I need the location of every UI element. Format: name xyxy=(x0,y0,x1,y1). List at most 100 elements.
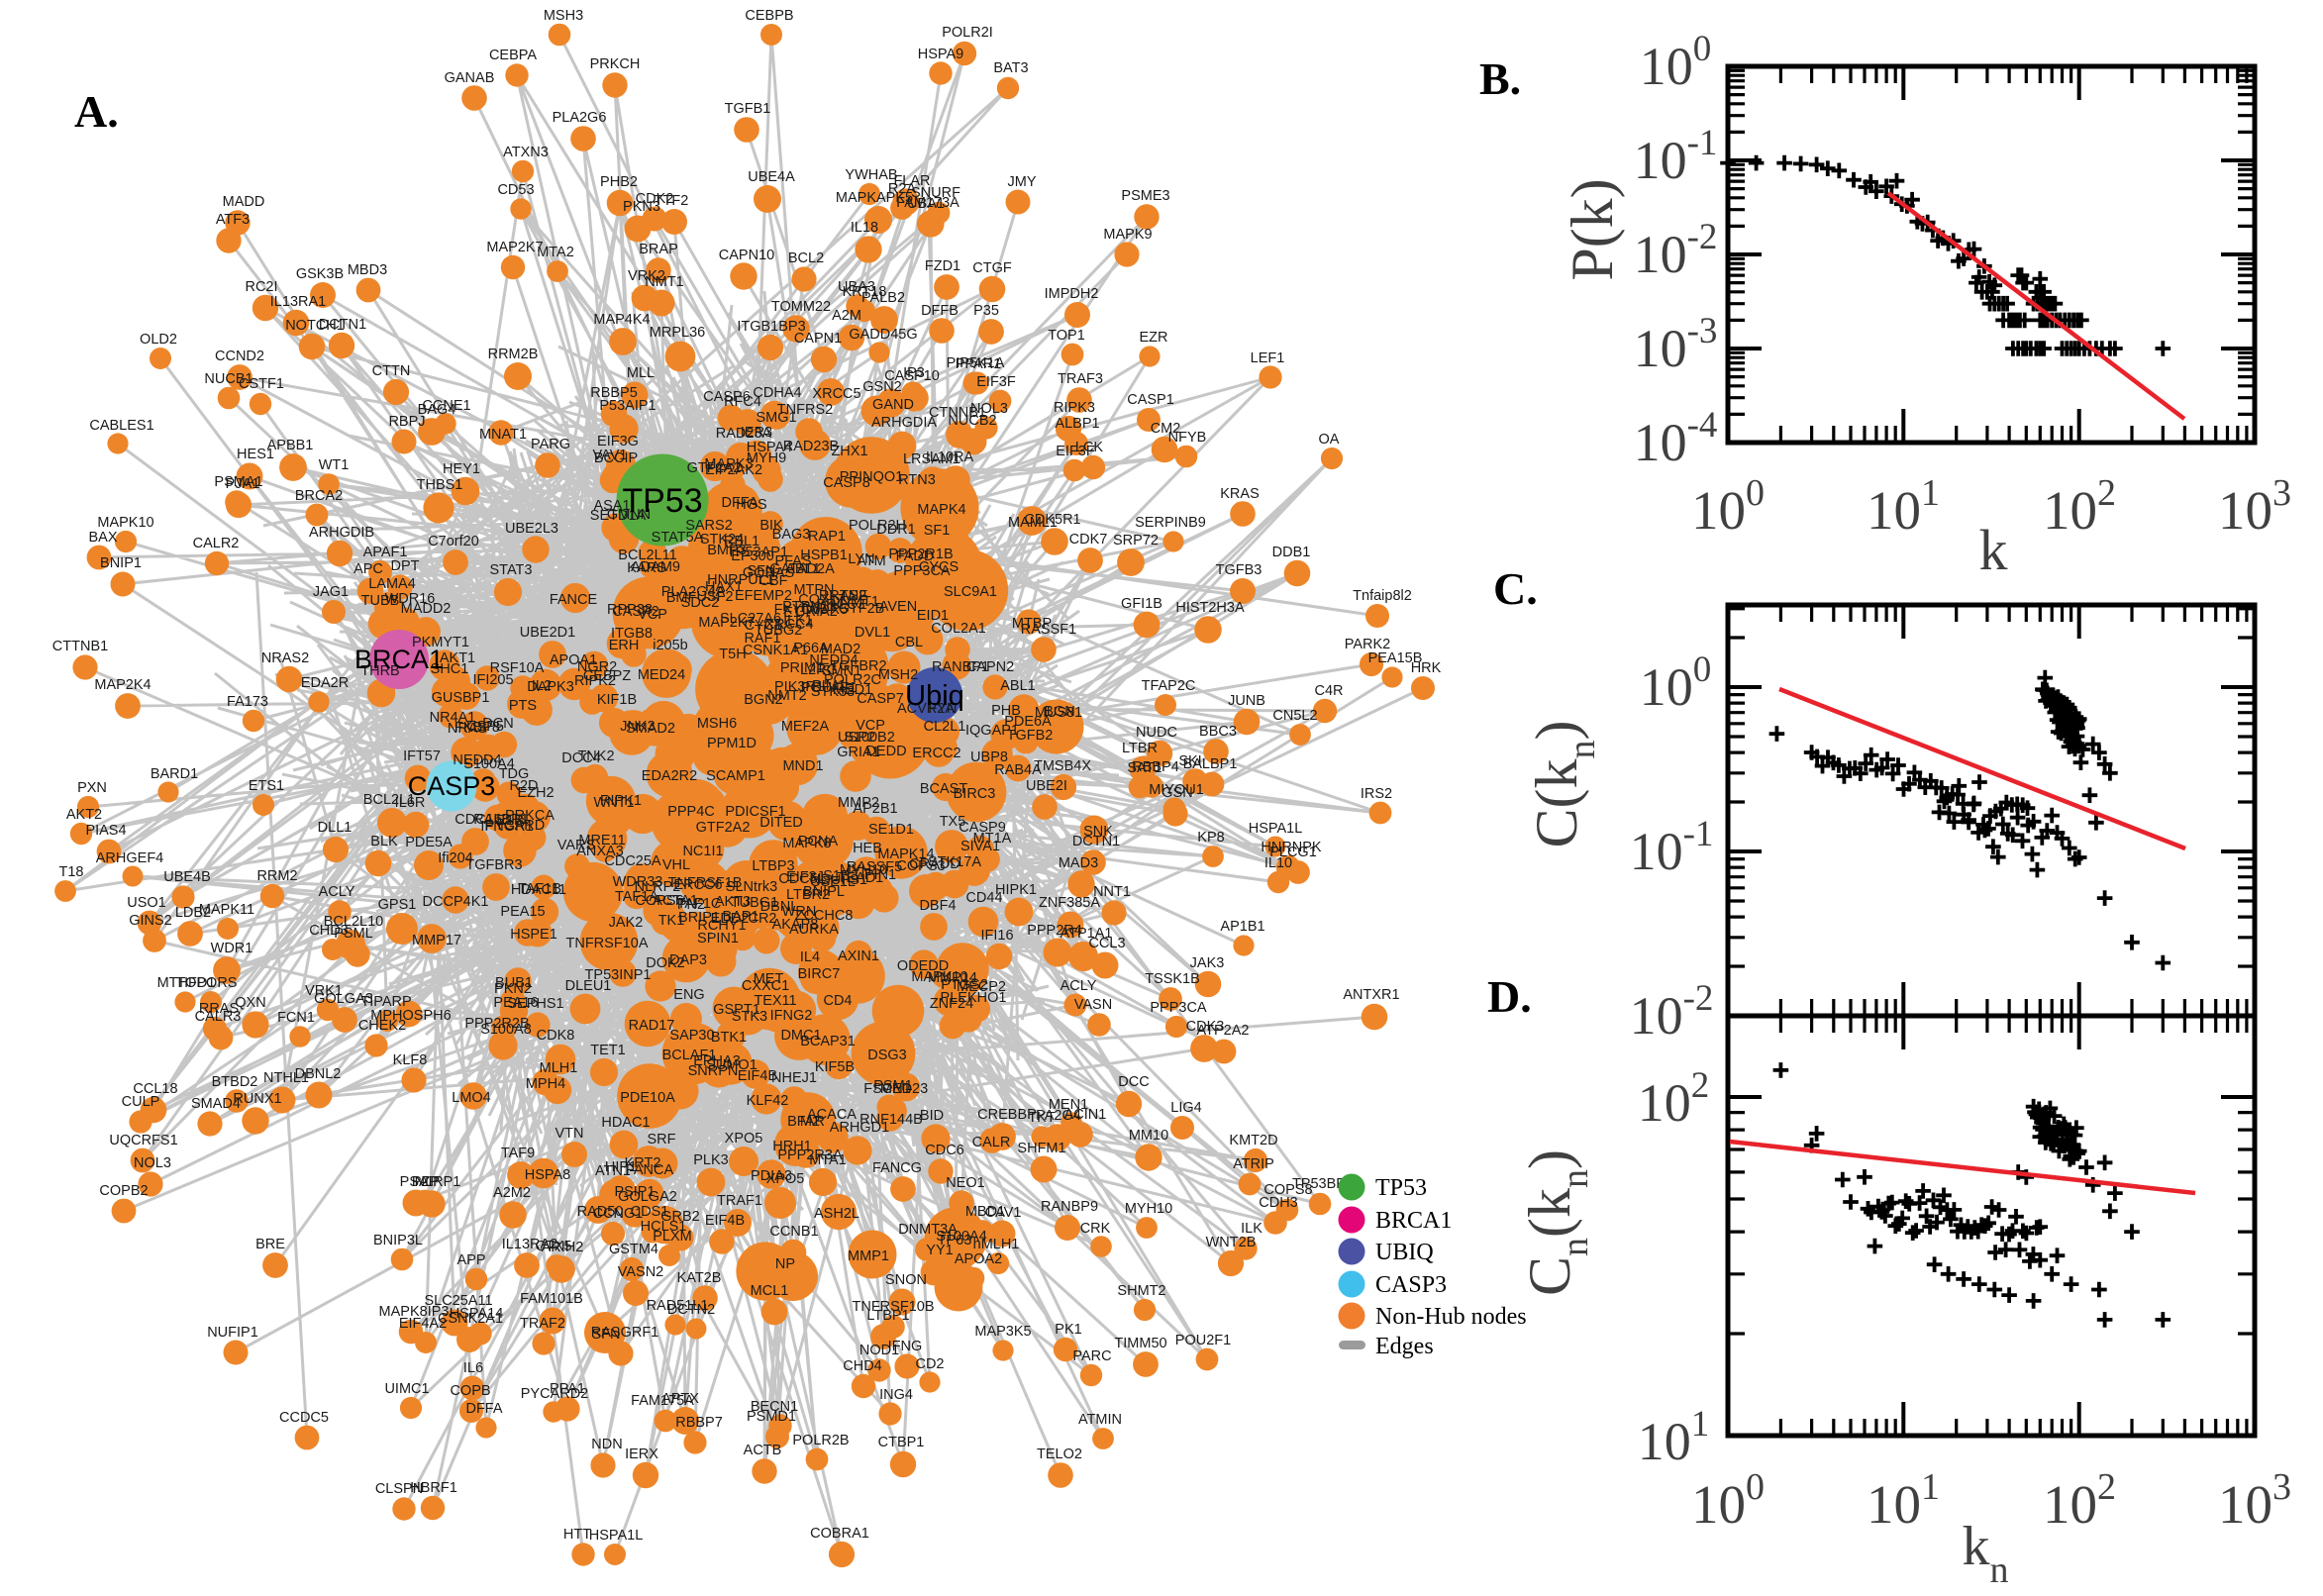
svg-text:SHFM1: SHFM1 xyxy=(1017,1141,1065,1156)
svg-text:GTF2B: GTF2B xyxy=(839,601,885,617)
svg-text:BFAR: BFAR xyxy=(787,1114,825,1130)
svg-text:MYH10: MYH10 xyxy=(840,862,887,878)
svg-text:RBL1: RBL1 xyxy=(724,534,759,549)
svg-text:MTA2: MTA2 xyxy=(537,245,574,260)
svg-text:BTBD2: BTBD2 xyxy=(212,1074,258,1090)
svg-text:CASP2: CASP2 xyxy=(612,604,659,620)
svg-text:SMN1: SMN1 xyxy=(822,663,861,679)
svg-text:RAD50: RAD50 xyxy=(577,1204,624,1220)
svg-text:BLK: BLK xyxy=(370,834,398,849)
svg-text:GINS2: GINS2 xyxy=(129,913,172,929)
svg-text:S100B2: S100B2 xyxy=(844,730,895,746)
svg-text:HEB: HEB xyxy=(853,841,882,856)
svg-text:KP8: KP8 xyxy=(1197,830,1224,846)
svg-text:STK3: STK3 xyxy=(732,1009,767,1025)
svg-text:KLF8: KLF8 xyxy=(393,1052,428,1068)
svg-text:MMP1: MMP1 xyxy=(848,1248,889,1264)
svg-text:KAT2B: KAT2B xyxy=(677,1270,722,1286)
svg-text:FADD: FADD xyxy=(896,549,935,564)
svg-text:MADD: MADD xyxy=(223,194,265,210)
svg-text:CSE1L: CSE1L xyxy=(810,874,856,890)
svg-text:COPS8: COPS8 xyxy=(1263,1182,1312,1198)
svg-text:BAG4: BAG4 xyxy=(418,402,456,418)
svg-text:SETD1A: SETD1A xyxy=(590,508,647,524)
svg-text:MYH10: MYH10 xyxy=(1125,1201,1172,1217)
svg-text:ABL1: ABL1 xyxy=(785,561,820,577)
svg-text:TKT: TKT xyxy=(1028,1110,1056,1126)
svg-text:PYCARD: PYCARD xyxy=(485,818,545,834)
svg-text:DSG3: DSG3 xyxy=(867,1047,907,1063)
svg-text:CREBBP: CREBBP xyxy=(977,1107,1037,1123)
svg-text:GMNN: GMNN xyxy=(607,507,651,523)
svg-text:CL2L1: CL2L1 xyxy=(924,719,966,735)
svg-text:B.: B. xyxy=(1479,53,1521,104)
svg-text:CD4: CD4 xyxy=(823,993,852,1009)
svg-text:HCLS1: HCLS1 xyxy=(641,1219,687,1235)
svg-text:101: 101 xyxy=(1638,1404,1710,1471)
svg-text:PKMYT1: PKMYT1 xyxy=(412,635,469,650)
svg-text:TRAF3: TRAF3 xyxy=(1058,371,1103,387)
svg-text:POU4F1: POU4F1 xyxy=(801,680,857,696)
svg-text:RIPK1: RIPK1 xyxy=(600,793,642,809)
svg-text:NNT1: NNT1 xyxy=(1093,884,1131,900)
svg-text:DBNL2: DBNL2 xyxy=(295,1066,342,1082)
svg-text:APC: APC xyxy=(354,561,383,577)
svg-text:YWHAB: YWHAB xyxy=(845,167,897,183)
svg-text:HSPA4: HSPA4 xyxy=(747,440,792,455)
svg-text:IFT57: IFT57 xyxy=(403,748,441,764)
svg-text:CTX5: CTX5 xyxy=(535,1239,571,1254)
svg-text:DFFA: DFFA xyxy=(721,495,758,511)
svg-text:DOK2: DOK2 xyxy=(646,955,685,971)
svg-text:UBE2L3: UBE2L3 xyxy=(505,521,558,537)
svg-text:STAT5A: STAT5A xyxy=(652,530,704,546)
svg-text:LEF1: LEF1 xyxy=(1251,350,1285,366)
svg-text:CALR: CALR xyxy=(972,1135,1011,1150)
svg-text:IL4: IL4 xyxy=(800,949,820,965)
svg-text:ERH: ERH xyxy=(609,638,640,653)
svg-text:MAP3K5: MAP3K5 xyxy=(974,1324,1031,1340)
svg-text:CDK2: CDK2 xyxy=(636,191,674,207)
svg-text:PLEKHO1: PLEKHO1 xyxy=(941,990,1007,1006)
svg-text:UBE4A: UBE4A xyxy=(748,169,795,185)
svg-text:TUBG1: TUBG1 xyxy=(731,895,778,911)
svg-text:AKAP8: AKAP8 xyxy=(772,917,819,933)
svg-text:BRCA2: BRCA2 xyxy=(295,488,343,504)
svg-text:THBS1: THBS1 xyxy=(417,477,463,493)
svg-text:MED1: MED1 xyxy=(833,682,872,698)
svg-text:VASN: VASN xyxy=(1074,997,1112,1013)
svg-text:ACLY: ACLY xyxy=(1060,978,1097,994)
svg-text:TEAD1: TEAD1 xyxy=(838,870,884,886)
svg-text:BAX: BAX xyxy=(88,530,117,546)
svg-text:EDD2: EDD2 xyxy=(711,911,750,927)
svg-text:PRKCH: PRKCH xyxy=(590,56,641,72)
svg-text:GRIA2: GRIA2 xyxy=(794,604,838,620)
svg-text:TAF1C: TAF1C xyxy=(677,896,722,912)
svg-text:NMT2: NMT2 xyxy=(767,688,806,704)
svg-text:RRM2B: RRM2B xyxy=(488,347,539,362)
svg-text:QXN: QXN xyxy=(235,995,265,1011)
svg-text:MTHFD1: MTHFD1 xyxy=(157,975,216,991)
svg-text:IFI205: IFI205 xyxy=(472,672,513,688)
svg-text:IL13RA1: IL13RA1 xyxy=(270,294,326,310)
svg-text:NUDC: NUDC xyxy=(1136,725,1177,741)
svg-text:AKT2: AKT2 xyxy=(66,807,102,823)
svg-text:SE1D1: SE1D1 xyxy=(868,822,914,838)
svg-text:HIP1: HIP1 xyxy=(605,1159,637,1175)
svg-text:IERX: IERX xyxy=(625,1446,658,1462)
svg-text:CN5L2: CN5L2 xyxy=(1272,708,1317,724)
svg-text:ACVR2A: ACVR2A xyxy=(897,701,955,717)
svg-text:VASN2: VASN2 xyxy=(618,1264,663,1280)
svg-text:JMY: JMY xyxy=(1008,174,1037,190)
svg-text:FAM101B: FAM101B xyxy=(520,1291,583,1307)
svg-text:POLR2B: POLR2B xyxy=(792,1433,849,1448)
svg-text:PSMA1: PSMA1 xyxy=(214,474,262,490)
svg-text:RNF144B: RNF144B xyxy=(859,1112,923,1128)
svg-text:IL13RA2: IL13RA2 xyxy=(502,1237,557,1252)
svg-text:SMAD4: SMAD4 xyxy=(191,1096,241,1112)
svg-text:CTGF: CTGF xyxy=(972,260,1012,276)
svg-text:CR2: CR2 xyxy=(748,911,776,927)
svg-text:TAF9: TAF9 xyxy=(501,1146,535,1161)
svg-text:S100A4: S100A4 xyxy=(463,756,515,772)
svg-text:BBC3: BBC3 xyxy=(1199,724,1237,740)
svg-text:NHEJ1: NHEJ1 xyxy=(771,1070,817,1086)
